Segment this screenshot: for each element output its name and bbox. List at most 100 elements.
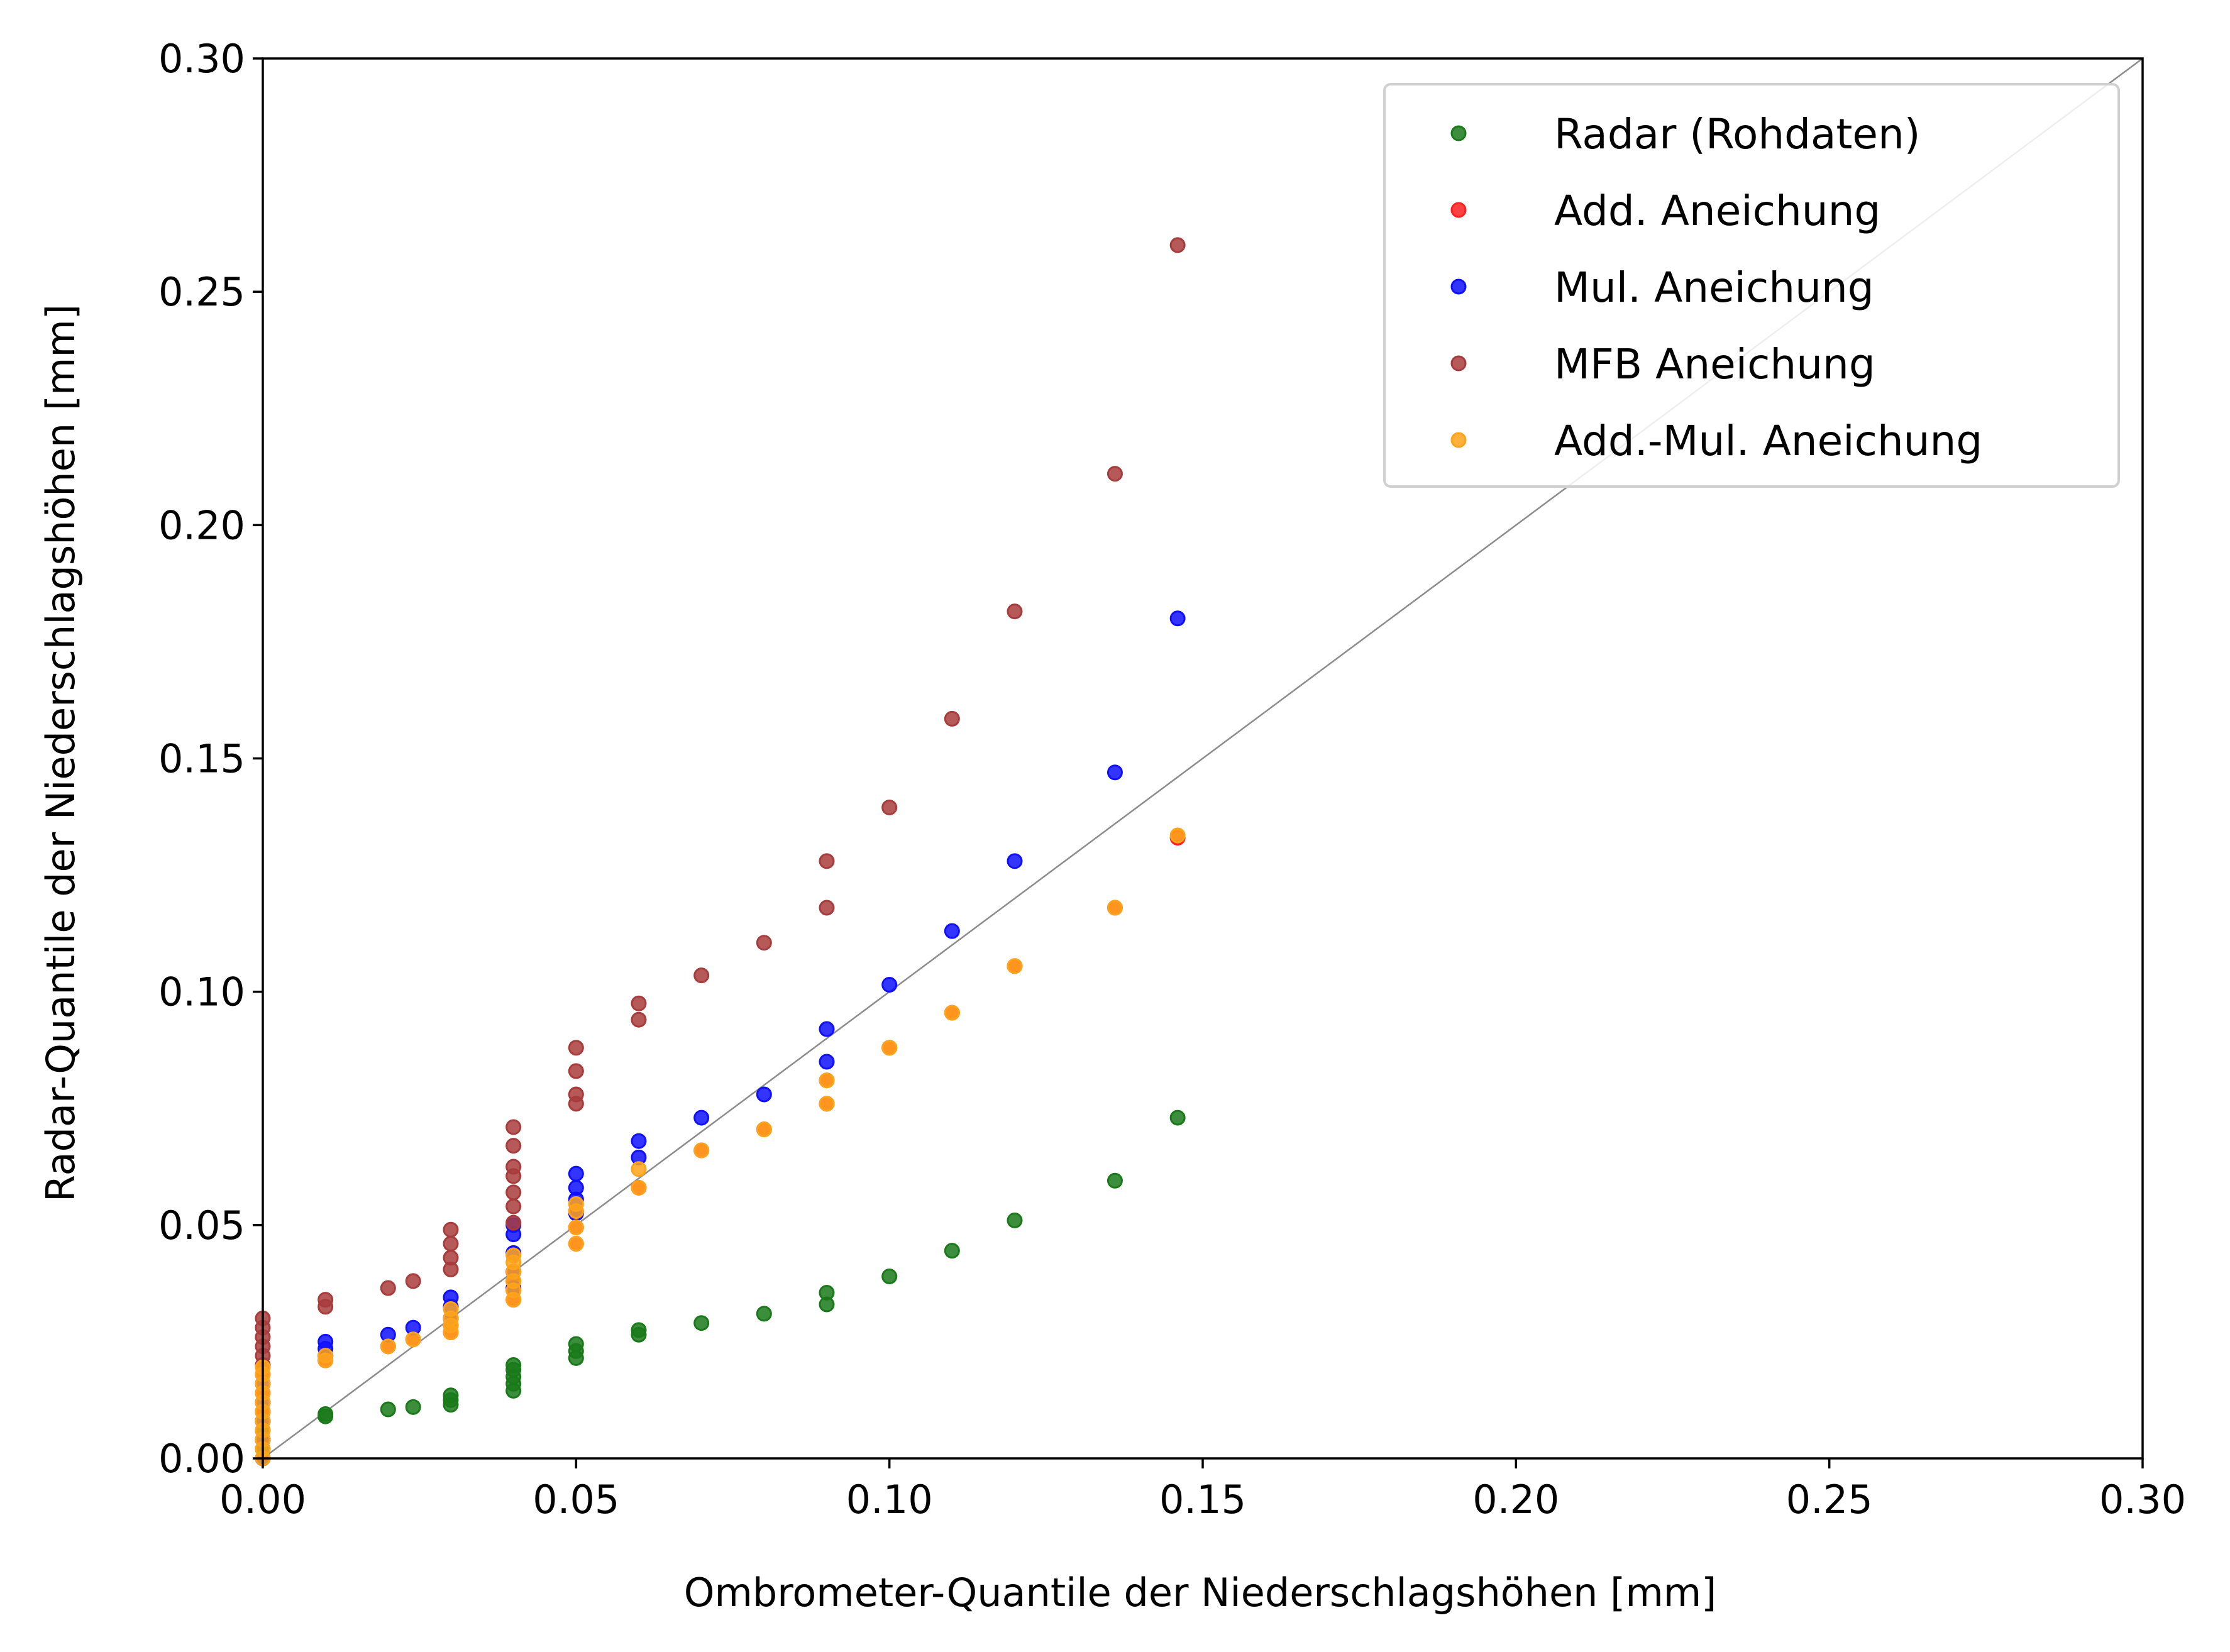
data-point — [505, 1357, 522, 1374]
data-point — [881, 1040, 898, 1056]
data-point — [819, 853, 835, 869]
data-point — [1107, 466, 1123, 482]
x-axis-title: Ombrometer-Quantile der Niederschlagshöh… — [684, 1570, 1717, 1616]
data-point — [631, 995, 647, 1011]
data-point — [1107, 764, 1123, 781]
x-tick-label: 0.30 — [2099, 1477, 2186, 1523]
data-point — [631, 1322, 647, 1338]
data-point — [568, 1165, 584, 1182]
data-point — [944, 923, 960, 939]
y-axis-title: Radar-Quantile der Niederschlagshöhen [m… — [38, 304, 84, 1202]
data-point — [1007, 958, 1023, 974]
data-point — [819, 900, 835, 916]
legend-label: Radar (Rohdaten) — [1554, 110, 1921, 158]
legend-box — [1383, 83, 2120, 488]
data-point — [405, 1331, 421, 1348]
data-point — [819, 1054, 835, 1070]
data-point — [944, 1243, 960, 1259]
data-point — [380, 1401, 396, 1418]
data-point — [443, 1387, 459, 1404]
x-tick-label: 0.20 — [1472, 1477, 1559, 1523]
x-tick-label: 0.05 — [533, 1477, 619, 1523]
data-point — [1007, 603, 1023, 620]
data-point — [693, 1315, 710, 1331]
legend-label: Mul. Aneichung — [1554, 263, 1874, 312]
data-point — [1107, 900, 1123, 916]
data-point — [505, 1198, 522, 1214]
data-point — [944, 1005, 960, 1021]
data-point — [405, 1399, 421, 1415]
y-tick-label: 0.10 — [158, 969, 245, 1015]
legend-marker — [1450, 278, 1467, 295]
legend-marker — [1450, 125, 1467, 141]
data-point — [505, 1119, 522, 1135]
data-point — [1007, 1212, 1023, 1228]
data-point — [405, 1273, 421, 1289]
data-point — [443, 1221, 459, 1238]
data-point — [819, 1072, 835, 1089]
data-point — [881, 977, 898, 993]
data-point — [505, 1247, 522, 1264]
data-point — [693, 967, 710, 984]
data-point — [631, 1179, 647, 1196]
data-point — [317, 1292, 334, 1308]
legend-label: MFB Aneichung — [1554, 340, 1875, 388]
data-point — [568, 1196, 584, 1212]
data-point — [317, 1333, 334, 1350]
y-tick-label: 0.15 — [158, 736, 245, 782]
data-point — [443, 1236, 459, 1252]
y-tick-label: 0.05 — [158, 1203, 245, 1248]
y-tick-label: 0.25 — [158, 269, 245, 315]
data-point — [505, 1214, 522, 1231]
data-point — [881, 799, 898, 815]
legend-marker — [1450, 355, 1467, 372]
data-point — [1007, 853, 1023, 869]
data-point — [1107, 1172, 1123, 1189]
data-point — [819, 1021, 835, 1037]
data-point — [631, 1161, 647, 1177]
data-point — [568, 1063, 584, 1079]
data-point — [881, 1268, 898, 1284]
y-tick-label: 0.20 — [158, 502, 245, 548]
data-point — [568, 1220, 584, 1236]
data-point — [568, 1179, 584, 1196]
data-point — [693, 1110, 710, 1126]
legend-label: Add.-Mul. Aneichung — [1554, 417, 1982, 465]
data-point — [631, 1133, 647, 1149]
data-point — [693, 1142, 710, 1159]
legend: Radar (Rohdaten) Add. Aneichung Mul. Aneic… — [1383, 83, 2120, 488]
data-point — [819, 1096, 835, 1112]
data-point — [505, 1184, 522, 1201]
data-point — [756, 1086, 772, 1103]
data-point — [317, 1348, 334, 1364]
data-point — [568, 1086, 584, 1103]
data-point — [443, 1301, 459, 1317]
data-point — [380, 1338, 396, 1355]
data-point — [568, 1336, 584, 1352]
data-point — [756, 1306, 772, 1322]
data-point — [1169, 610, 1186, 627]
scatter-points-layer — [255, 237, 1186, 1467]
legend-marker — [1450, 202, 1467, 218]
data-point — [568, 1040, 584, 1056]
data-point — [819, 1284, 835, 1301]
data-point — [443, 1250, 459, 1266]
data-point — [631, 1011, 647, 1028]
data-point — [756, 1121, 772, 1138]
y-tick-label: 0.30 — [158, 36, 245, 82]
y-tick-label: 0.00 — [158, 1436, 245, 1482]
legend-marker — [1450, 432, 1467, 448]
data-point — [1169, 1110, 1186, 1126]
x-tick-label: 0.10 — [846, 1477, 933, 1523]
data-point — [505, 1159, 522, 1175]
data-point — [756, 935, 772, 951]
data-point — [505, 1138, 522, 1154]
data-point — [944, 710, 960, 727]
x-tick-label: 0.00 — [219, 1477, 306, 1523]
x-tick-label: 0.25 — [1786, 1477, 1873, 1523]
data-point — [568, 1236, 584, 1252]
x-tick-label: 0.15 — [1159, 1477, 1246, 1523]
legend-label: Add. Aneichung — [1554, 187, 1880, 235]
